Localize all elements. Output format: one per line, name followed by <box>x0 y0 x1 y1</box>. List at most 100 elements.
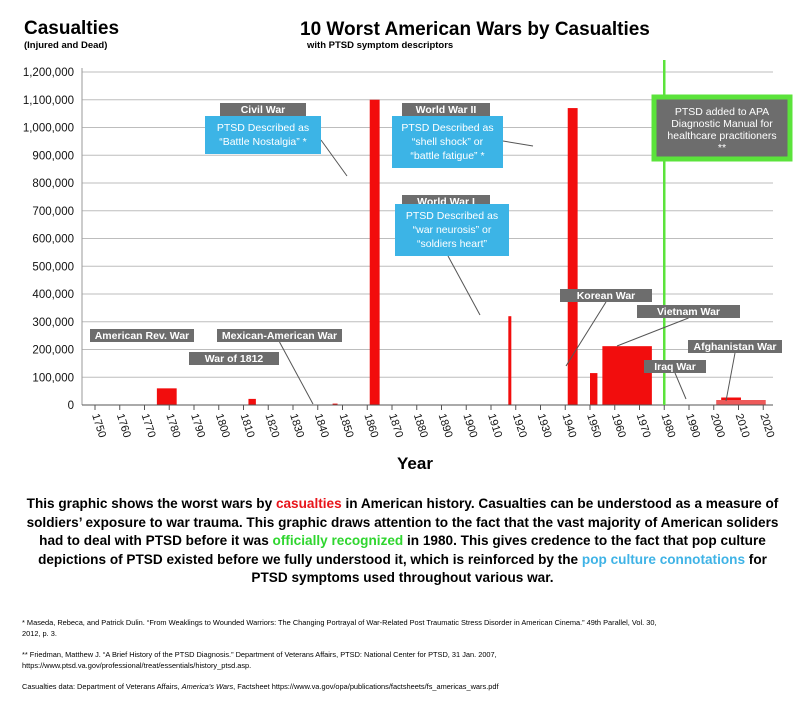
callout-line-world-war-ii-0: PTSD Described as <box>401 122 493 134</box>
x-tick-label-1930: 1930 <box>535 412 554 439</box>
y-tick-label-0: 0 <box>68 400 74 412</box>
callout-box-world-war-ii <box>392 116 503 168</box>
description-part-4: for PTSD symptoms used throughout variou… <box>251 551 767 586</box>
chart-title: 10 Worst American Wars by Casualties <box>300 19 650 40</box>
x-tick-label-1950: 1950 <box>584 412 603 439</box>
x-tick-label-1770: 1770 <box>139 412 158 439</box>
x-tick-label-1760: 1760 <box>114 412 133 439</box>
x-tick-label-1970: 1970 <box>634 412 653 439</box>
y-tick-label-800000: 800,000 <box>32 178 74 190</box>
x-tick-label-1990: 1990 <box>683 412 702 439</box>
x-tick-label-1830: 1830 <box>287 412 306 439</box>
x-tick-label-1920: 1920 <box>510 412 529 439</box>
callout-box-world-war-i <box>395 204 509 256</box>
bars <box>156 99 766 405</box>
y-tick-label-1000000: 1,000,000 <box>23 123 74 135</box>
bar-vietnam-war <box>602 346 652 405</box>
x-tick-label-1790: 1790 <box>188 412 207 439</box>
x-tick-label-1780: 1780 <box>163 412 182 439</box>
label-mexican-american-war: Mexican-American War <box>222 330 337 342</box>
label-box-world-war-ii <box>402 103 490 116</box>
x-tick-label-1880: 1880 <box>411 412 430 439</box>
reference-note-line-0: PTSD added to APA <box>675 106 769 118</box>
x-tick-label-1840: 1840 <box>312 412 331 439</box>
highlight-pop-culture-connotations: pop culture connotations <box>581 551 746 567</box>
bar-korean-war <box>590 373 598 405</box>
footnote-data-source: Casualties data: Department of Veterans … <box>22 681 672 692</box>
callout-line-civil-war-0: PTSD Described as <box>217 122 309 134</box>
chart-canvas: 0 100,000 200,000 300,000 400,000 500,000 600,… <box>23 60 793 473</box>
bar-world-war-ii <box>567 108 578 405</box>
bar-american-rev-war <box>156 388 177 405</box>
label-civil-war: Civil War <box>241 104 286 116</box>
y-tick-label-500000: 500,000 <box>32 261 74 273</box>
x-tick-label-2020: 2020 <box>757 412 776 439</box>
label-iraq-war: Iraq War <box>654 361 696 373</box>
label-american-rev-war: American Rev. War <box>95 330 190 342</box>
reference-note-line-3: ** <box>718 142 726 154</box>
y-tick-label-700000: 700,000 <box>32 206 74 218</box>
y-tick-label-400000: 400,000 <box>32 289 74 301</box>
y-tick-label-100000: 100,000 <box>32 372 74 384</box>
x-tick-label-1910: 1910 <box>485 412 504 439</box>
leader-korean-war <box>565 301 607 367</box>
y-axis-title: Casualties <box>24 18 120 39</box>
y-tick-label-600000: 600,000 <box>32 234 74 246</box>
x-tick-label-1750: 1750 <box>89 412 108 439</box>
x-tick-label-2000: 2000 <box>708 412 727 439</box>
bar-war-of-1812 <box>248 398 256 405</box>
leader-iraq-war <box>674 372 687 400</box>
label-box-civil-war <box>220 103 306 116</box>
callout-box-civil-war <box>205 116 321 154</box>
bar-world-war-i <box>508 316 512 405</box>
bar-afghanistan-war <box>716 400 766 405</box>
label-box-american-rev-war <box>90 329 194 342</box>
label-war-of-1812: War of 1812 <box>205 353 264 365</box>
footnote-data-source-suffix: , Factsheet https://www.va.gov/opa/publi… <box>233 682 499 691</box>
callout-leader-civil-war <box>320 139 348 177</box>
footnote-data-source-title: America’s Wars <box>181 682 234 691</box>
description-part-1: This graphic shows the worst wars by <box>26 496 276 511</box>
annotations: American Rev. War War of 1812 Mexican-Amer… <box>90 60 793 405</box>
x-tick-label-1870: 1870 <box>386 412 405 439</box>
callout-leader-world-war-i <box>447 255 481 316</box>
callout-line-world-war-i-0: PTSD Described as <box>406 210 498 222</box>
footnote-friedman: ** Friedman, Matthew J. “A Brief History… <box>22 650 497 670</box>
reference-note-box <box>651 94 793 162</box>
x-axis-title: Year <box>397 454 433 473</box>
label-box-korean-war <box>560 289 652 302</box>
y-tick-label-1100000: 1,100,000 <box>23 95 74 107</box>
highlight-officially-recognized: officially recognized <box>272 533 404 548</box>
description-text: This graphic shows the worst wars by cas… <box>20 495 785 588</box>
x-tick-label-2010: 2010 <box>733 412 752 439</box>
x-tick-label-1820: 1820 <box>262 412 281 439</box>
description-part-3: in 1980. This gives credence to the fact… <box>38 533 766 567</box>
y-axis-subtitle: (Injured and Dead) <box>24 40 108 51</box>
callout-line-world-war-ii-1: “shell shock” or <box>412 136 484 148</box>
label-korean-war: Korean War <box>577 290 636 302</box>
reference-note-line-1: Diagnostic Manual for <box>671 118 773 130</box>
footnote-maseda: * Maseda, Rebeca, and Patrick Dulin. “Fr… <box>22 618 657 638</box>
label-box-mexican-american-war <box>217 329 342 342</box>
footnote-data-source-prefix: Casualties data: Department of Veterans … <box>22 682 182 691</box>
label-afghanistan-war: Afghanistan War <box>693 341 776 353</box>
reference-note-line-2: healthcare practitioners <box>667 130 776 142</box>
x-tick-label-1860: 1860 <box>361 412 380 439</box>
label-box-iraq-war <box>644 360 706 373</box>
y-tick-label-1200000: 1,200,000 <box>23 67 74 79</box>
x-tick-label-1810: 1810 <box>238 412 257 439</box>
x-tick-label-1980: 1980 <box>658 412 677 439</box>
bar-civil-war <box>369 99 380 405</box>
x-tick-label-1890: 1890 <box>436 412 455 439</box>
label-box-afghanistan-war <box>688 340 782 353</box>
description-part-2: in American history. Casualties can be u… <box>26 496 779 548</box>
leader-mexican-american-war <box>279 341 314 405</box>
label-box-vietnam-war <box>637 305 740 318</box>
label-box-war-of-1812 <box>189 352 279 365</box>
x-tick-label-1850: 1850 <box>337 412 356 439</box>
y-tick-label-200000: 200,000 <box>32 345 74 357</box>
highlight-casualties: casualties <box>275 496 342 511</box>
callout-line-world-war-i-1: “war neurosis” or <box>413 224 492 236</box>
chart-subtitle: with PTSD symptom descriptors <box>307 40 454 51</box>
callout-leader-world-war-ii <box>502 140 534 147</box>
